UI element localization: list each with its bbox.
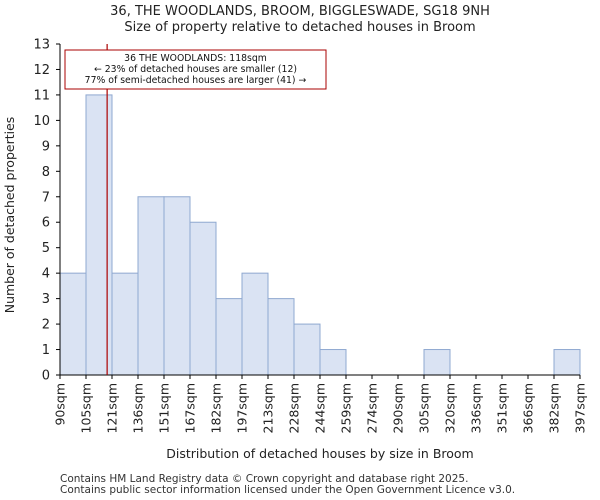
x-tick-label: 336sqm [469,383,484,433]
y-axis-label: Number of detached properties [2,117,17,314]
y-tick-label: 8 [42,165,50,180]
y-tick-label: 11 [33,88,50,103]
bar-182sqm [215,298,243,376]
y-tick-label: 7 [42,190,50,205]
x-tick-label: 320sqm [443,383,458,433]
chart-title: 36, THE WOODLANDS, BROOM, BIGGLESWADE, S… [110,4,490,19]
x-tick-label: 105sqm [79,383,94,433]
x-tick-label: 351sqm [495,383,510,433]
y-tick-label: 3 [42,292,50,307]
y-tick-label: 4 [42,267,50,282]
x-tick-label: 305sqm [417,383,432,433]
chart-subtitle: Size of property relative to detached ho… [124,20,476,35]
y-tick-label: 2 [42,318,50,333]
bar-228sqm [293,323,321,376]
y-tick-label: 6 [42,216,50,231]
annotation-line-2: ← 23% of detached houses are smaller (12… [94,64,297,75]
footer-licence: Contains public sector information licen… [60,484,516,496]
annotation-line-1: 36 THE WOODLANDS: 118sqm [124,53,267,64]
bar-167sqm [189,221,217,376]
x-tick-label: 151sqm [157,383,172,433]
x-axis-label: Distribution of detached houses by size … [166,446,473,461]
bar-90sqm [59,272,87,376]
x-tick-label: 182sqm [209,383,224,433]
x-tick-label: 197sqm [235,383,250,433]
bar-197sqm [241,272,269,376]
x-tick-label: 244sqm [313,383,328,433]
bar-105sqm [85,94,113,376]
y-tick-label: 13 [33,38,50,53]
x-tick-label: 259sqm [339,383,354,433]
x-tick-label: 121sqm [105,383,120,433]
y-tick-label: 0 [42,369,50,384]
x-tick-label: 167sqm [183,383,198,433]
x-tick-label: 290sqm [391,383,406,433]
annotation-box [64,49,327,90]
x-tick-label: 382sqm [547,383,562,433]
bar-382sqm [553,349,581,376]
y-tick-label: 12 [33,63,50,78]
x-tick-label: 90sqm [53,383,68,426]
bar-305sqm [423,349,451,376]
x-tick-label: 136sqm [131,383,146,433]
x-tick-label: 366sqm [521,383,536,433]
bar-213sqm [267,298,295,376]
bars-group [59,94,581,376]
x-tick-label: 228sqm [287,383,302,433]
bar-121sqm [111,272,139,376]
annotation-line-3: 77% of semi-detached houses are larger (… [85,75,307,86]
y-tick-label: 9 [42,139,50,154]
y-tick-label: 10 [33,114,50,129]
y-tick-label: 5 [42,241,50,256]
bar-244sqm [319,349,347,376]
bar-136sqm [137,196,165,376]
x-tick-label: 397sqm [573,383,588,433]
y-tick-label: 1 [42,343,50,358]
x-tick-label: 213sqm [261,383,276,433]
x-tick-label: 274sqm [365,383,380,433]
marker-group: 36 THE WOODLANDS: 118sqm← 23% of detache… [64,44,327,375]
bar-151sqm [163,196,191,376]
footer-copyright: Contains HM Land Registry data © Crown c… [60,473,469,485]
